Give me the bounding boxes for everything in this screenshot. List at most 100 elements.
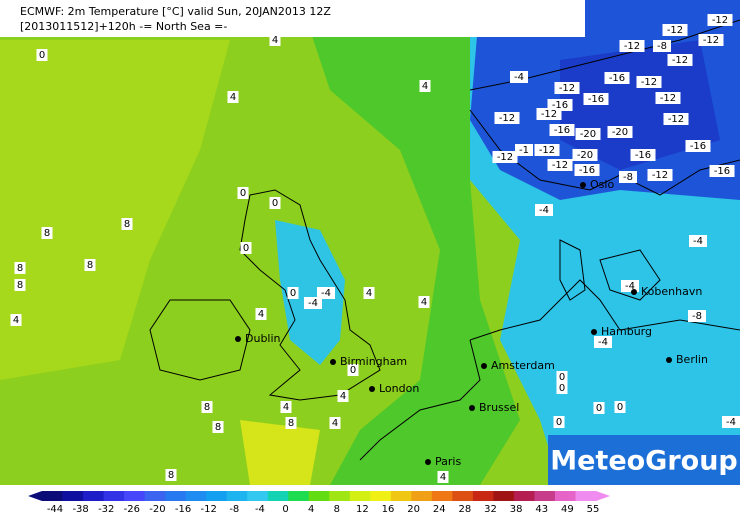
contour-label-box	[655, 92, 681, 104]
city-marker	[481, 363, 487, 369]
colorbar-tick-label: 55	[587, 504, 600, 515]
colorbar-tick-label: -20	[149, 504, 165, 515]
contour-label: 0	[39, 50, 45, 61]
contour-label-box	[594, 336, 612, 348]
city-label: Kobenhavn	[641, 285, 702, 298]
colorbar-tick-label: 28	[459, 504, 472, 515]
coastline	[149, 299, 251, 381]
contour-label: -12	[497, 152, 513, 163]
colorbar-tick-label: 49	[561, 504, 574, 515]
colorbar-swatch	[575, 491, 597, 501]
contour-label: -16	[714, 166, 730, 177]
colorbar-swatch	[308, 491, 330, 501]
contour-label: 0	[240, 188, 246, 199]
contour-label: 4	[258, 309, 264, 320]
contour-label-box	[492, 151, 518, 163]
contour-label-box	[709, 165, 735, 177]
contour-label-box	[121, 218, 133, 230]
contour-label-box	[269, 34, 281, 46]
city-marker	[425, 459, 431, 465]
contour-label: 0	[350, 365, 356, 376]
contour-label: -12	[641, 77, 657, 88]
contour-label-box	[515, 144, 533, 156]
colorbar-tick-label: 4	[308, 504, 314, 515]
contour-label-box	[437, 471, 449, 483]
colorbar-swatch	[247, 491, 269, 501]
contour-label: 0	[556, 417, 562, 428]
colorbar-swatch	[431, 491, 453, 501]
warm-field	[240, 420, 320, 485]
cool-field	[300, 0, 520, 485]
colorbar-tick-label: 16	[382, 504, 395, 515]
contour-label-box	[688, 310, 706, 322]
colorbar-swatch	[267, 491, 289, 501]
cold-field	[275, 220, 345, 365]
contour-label-box	[240, 242, 252, 254]
city-label: Dublin	[245, 332, 281, 345]
colorbar-swatch	[42, 491, 64, 501]
contour-label: 8	[87, 260, 93, 271]
colorbar-tick-label: 43	[535, 504, 548, 515]
contour-label: 4	[332, 418, 338, 429]
contour-label: -4	[625, 281, 635, 292]
city-label: Amsterdam	[491, 359, 555, 372]
contour-label: -12	[667, 25, 683, 36]
contour-label: -20	[580, 129, 596, 140]
contour-label: -4	[598, 337, 608, 348]
colorbar-swatch	[329, 491, 351, 501]
colorbar-tick-label: -38	[72, 504, 88, 515]
contour-label-box	[722, 416, 740, 428]
city-marker	[666, 357, 672, 363]
colorbar-swatch	[124, 491, 146, 501]
contour-label-box	[363, 287, 375, 299]
coastline	[239, 189, 381, 401]
city-marker	[369, 386, 375, 392]
contour-label: -1	[519, 145, 529, 156]
contour-label-box	[653, 40, 671, 52]
contour-label-box	[607, 126, 633, 138]
contour-label-box	[227, 91, 239, 103]
colorbar-swatch	[185, 491, 207, 501]
contour-label-box	[337, 390, 349, 402]
contour-label-box	[14, 279, 26, 291]
colorbar-tick-label: 8	[334, 504, 340, 515]
cities: Oslo Kobenhavn Hamburg Berlin Dublin Birmingh…	[235, 178, 708, 468]
colorbar-tick-label: -8	[229, 504, 239, 515]
colorbar-swatch	[472, 491, 494, 501]
contour-label-box	[621, 280, 639, 292]
contour-label: 4	[272, 35, 278, 46]
contour-label-box	[287, 287, 299, 299]
contour-label: -12	[668, 114, 684, 125]
colorbar-swatch	[390, 491, 412, 501]
contour-label-box	[685, 140, 711, 152]
contour-label: -4	[514, 72, 524, 83]
contour-label-box	[329, 417, 341, 429]
contour-label-box	[572, 149, 598, 161]
contour-label-box	[269, 197, 281, 209]
colorbar-tick-label: -44	[47, 504, 63, 515]
colorbar-tick-label: 0	[282, 504, 288, 515]
contour-label-box	[41, 227, 53, 239]
contour-label-box	[604, 72, 630, 84]
contour-label-box	[201, 401, 213, 413]
contour-label-box	[237, 187, 249, 199]
contour-label-box	[84, 259, 96, 271]
contour-label-box	[547, 159, 573, 171]
contour-label: 4	[421, 297, 427, 308]
contour-label-box	[689, 235, 707, 247]
contour-label: 4	[422, 81, 428, 92]
contour-label-box	[536, 108, 562, 120]
city-marker	[469, 405, 475, 411]
contour-label: -4	[321, 288, 331, 299]
contour-label-box	[667, 54, 693, 66]
contour-label: 8	[44, 228, 50, 239]
logo-box	[548, 435, 740, 485]
contour-label: -12	[624, 41, 640, 52]
colorbar-swatch	[349, 491, 371, 501]
contour-label-box	[556, 371, 568, 383]
contour-label: -12	[499, 113, 515, 124]
city-marker	[591, 329, 597, 335]
colorbar-tick-label: -16	[175, 504, 191, 515]
contour-label-box	[347, 364, 359, 376]
